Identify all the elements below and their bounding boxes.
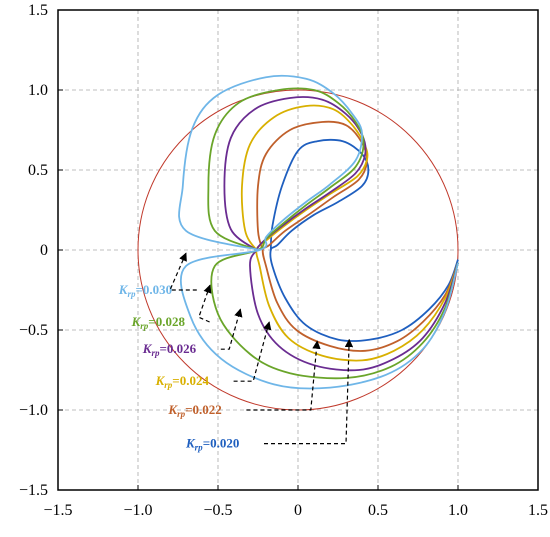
- x-tick-label: 0: [294, 502, 302, 519]
- leader-arrow-1: [246, 340, 321, 411]
- y-tick-label: 0: [40, 242, 48, 259]
- series-layer: [178, 74, 459, 390]
- leader-arrow-0: [264, 338, 354, 445]
- y-tick-label: 1.0: [28, 82, 48, 99]
- tick-labels: −1.5 −1.0 −0.5 0 0.5 1.0 1.5 1.5 1.0 0.5 0 −0.5 −1.0…: [19, 2, 548, 519]
- leader-arrow-2: [233, 321, 272, 382]
- x-tick-label: −0.5: [203, 502, 232, 519]
- y-tick-label: 1.5: [28, 2, 48, 19]
- leader-arrow-4: [198, 284, 212, 323]
- series-label-3: Krp=0.026: [142, 341, 197, 358]
- series-curve-4: [207, 87, 459, 380]
- series-curve-0: [269, 138, 459, 342]
- x-tick-label: −1.0: [123, 502, 152, 519]
- y-tick-label: −1.5: [19, 482, 48, 499]
- x-tick-label: 0.5: [368, 502, 388, 519]
- series-curve-3: [223, 96, 459, 372]
- annotation-layer: Krp=0.030 Krp=0.028 Krp=0.026 Krp=0.024 Krp=…: [118, 252, 354, 453]
- leader-arrow-5: [169, 252, 197, 291]
- y-tick-label: −1.0: [19, 402, 48, 419]
- series-label-2: Krp=0.024: [155, 373, 210, 390]
- leader-arrow-3: [220, 308, 243, 350]
- series-curve-1: [256, 120, 459, 352]
- series-curve-5: [178, 74, 459, 390]
- series-label-5: Krp=0.030: [118, 282, 172, 299]
- series-label-0: Krp=0.020: [185, 436, 239, 453]
- y-tick-label: −0.5: [19, 322, 48, 339]
- x-tick-label: 1.0: [448, 502, 468, 519]
- x-tick-label: −1.5: [43, 502, 72, 519]
- series-curve-2: [240, 104, 459, 362]
- series-label-4: Krp=0.028: [131, 314, 186, 331]
- y-tick-label: 0.5: [28, 162, 48, 179]
- x-tick-label: 1.5: [528, 502, 548, 519]
- series-label-1: Krp=0.022: [167, 402, 221, 419]
- grid: [58, 10, 538, 490]
